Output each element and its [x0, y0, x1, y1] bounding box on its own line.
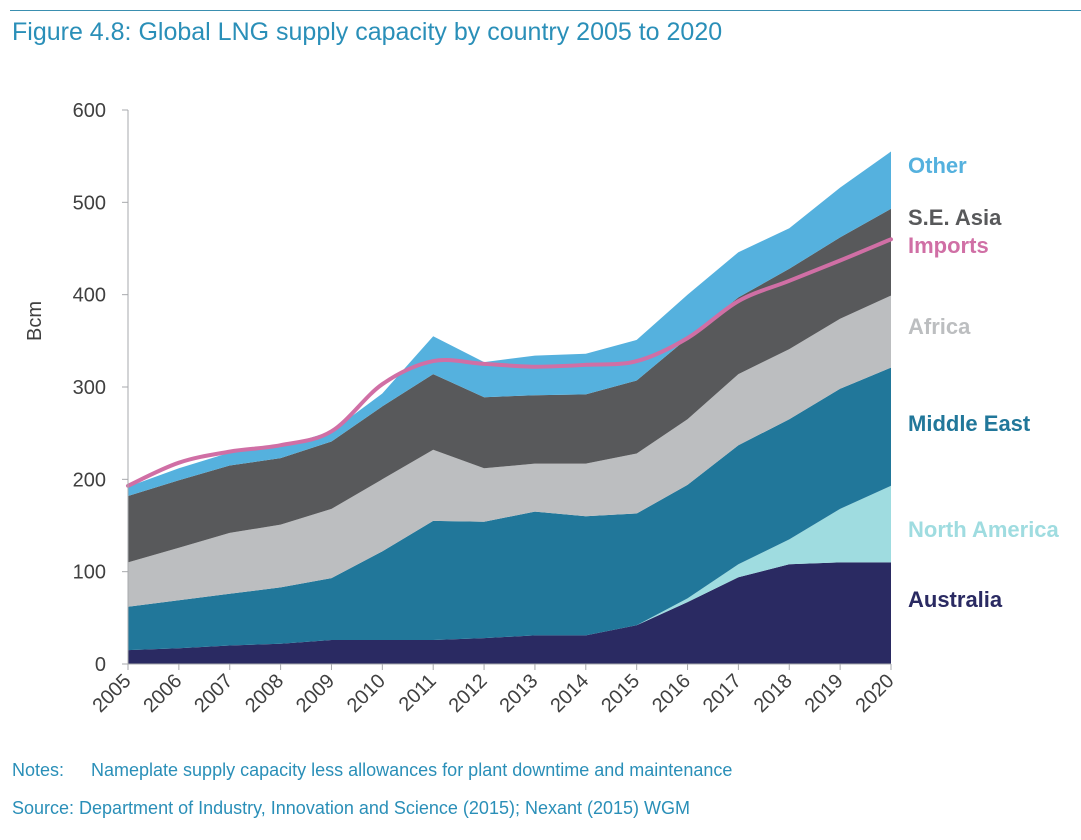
- area-north-america: [128, 485, 891, 651]
- area-other: [128, 151, 891, 496]
- x-tick-label: 2018: [750, 670, 797, 717]
- y-axis-label: Bcm: [24, 301, 46, 341]
- y-tick-label: 600: [73, 100, 106, 122]
- y-tick-label: 500: [73, 192, 106, 214]
- x-tick-label: 2006: [139, 670, 186, 717]
- x-tick-label: 2020: [852, 670, 899, 717]
- x-tick-label: 2016: [648, 670, 695, 717]
- legend-label-s-e-asia: S.E. Asia: [908, 205, 1002, 230]
- legend-label-middle-east: Middle East: [908, 411, 1031, 436]
- area-australia: [128, 562, 891, 664]
- figure-title: Figure 4.8: Global LNG supply capacity b…: [12, 18, 723, 46]
- notes-text: Nameplate supply capacity less allowance…: [91, 760, 733, 780]
- x-tick-label: 2013: [495, 670, 542, 717]
- x-tick-label: 2012: [445, 670, 492, 717]
- source-line: Source: Department of Industry, Innovati…: [12, 798, 691, 818]
- x-tick-label: 2008: [241, 670, 288, 717]
- legend-label-other: Other: [908, 153, 967, 178]
- area-s-e-asia: [128, 208, 891, 563]
- y-tick-label: 400: [73, 285, 106, 307]
- notes-label: Notes:: [12, 760, 65, 780]
- x-tick-label: 2017: [699, 670, 746, 717]
- area-middle-east: [128, 367, 891, 651]
- line-imports: [126, 237, 893, 488]
- legend-label-imports: Imports: [908, 233, 989, 258]
- y-tick-label: 0: [95, 654, 106, 676]
- x-tick-label: 2014: [546, 670, 593, 717]
- legend-label-africa: Africa: [908, 314, 971, 339]
- x-tick-label: 2015: [597, 670, 644, 717]
- x-tick-label: 2019: [801, 670, 848, 717]
- y-tick-label: 200: [73, 469, 106, 491]
- x-tick-label: 2005: [89, 670, 136, 717]
- y-tick-label: 300: [73, 377, 106, 399]
- legend-label-australia: Australia: [908, 587, 1003, 612]
- legend-label-north-america: North America: [908, 517, 1060, 542]
- x-tick-label: 2011: [395, 670, 441, 716]
- x-tick-label: 2007: [190, 670, 237, 717]
- top-rule: [10, 10, 1081, 11]
- y-tick-label: 100: [73, 562, 106, 584]
- notes-line: Notes: Nameplate supply capacity less all…: [12, 760, 732, 781]
- x-tick-label: 2010: [343, 670, 390, 717]
- area-africa: [128, 295, 891, 607]
- x-tick-label: 2009: [292, 670, 339, 717]
